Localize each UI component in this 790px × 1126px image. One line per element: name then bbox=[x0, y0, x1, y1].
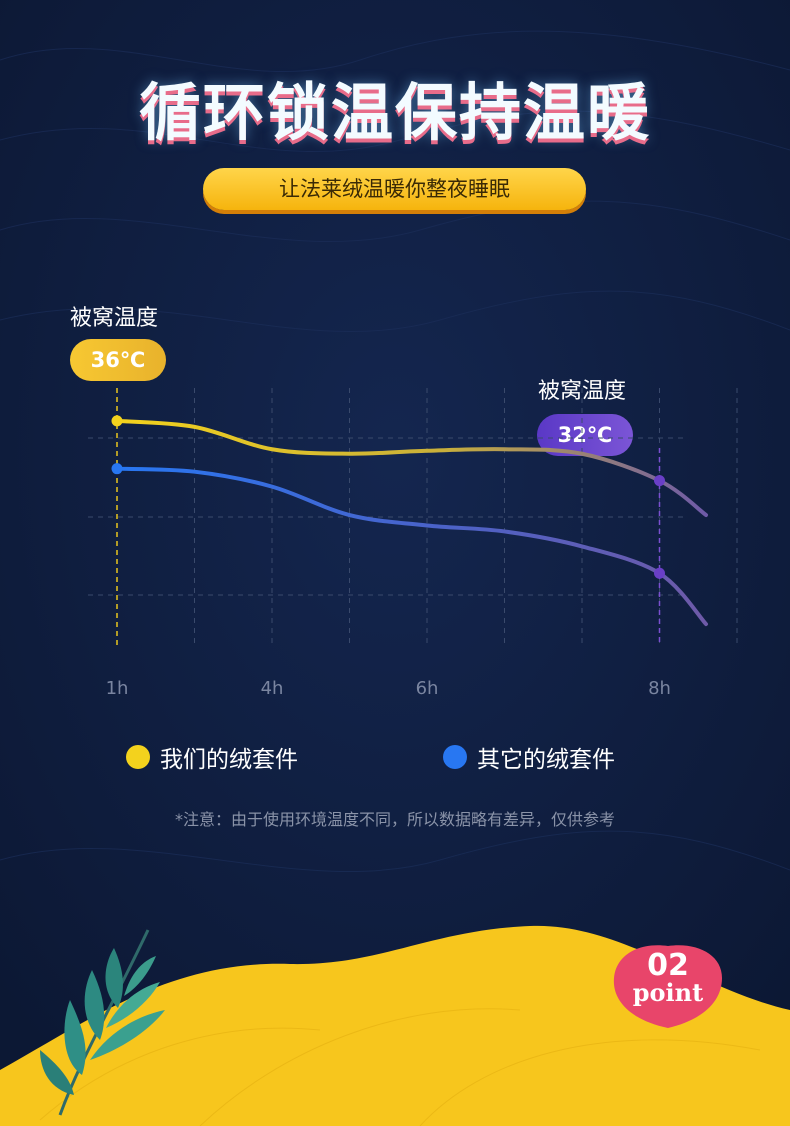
point-number: 02 bbox=[647, 948, 689, 983]
left-temp-label: 被窝温度 bbox=[70, 306, 159, 331]
temperature-chart: 1h 4h 6h 8h bbox=[88, 388, 738, 699]
data-point bbox=[111, 463, 123, 475]
point-badge: 02 point bbox=[610, 940, 726, 1030]
legend-ours-label: 我们的绒套件 bbox=[160, 747, 298, 773]
series-others-line bbox=[115, 466, 708, 627]
data-point bbox=[654, 475, 665, 487]
legend-ours-dot bbox=[126, 745, 150, 769]
legend-ours: 我们的绒套件 bbox=[126, 740, 298, 774]
leaf-icon bbox=[40, 929, 165, 1116]
x-tick-label: 4h bbox=[261, 678, 284, 699]
bottom-wave-art bbox=[0, 925, 790, 1126]
legend-others: 其它的绒套件 bbox=[443, 740, 615, 774]
headline-title: 循环锁温保持温暖 bbox=[138, 76, 651, 149]
left-temp-badge: 36℃ bbox=[70, 339, 166, 381]
point-badge-shape bbox=[613, 945, 722, 1028]
disclaimer-note: *注意：由于使用环境温度不同，所以数据略有差异，仅供参考 bbox=[174, 810, 615, 829]
x-tick-label: 8h bbox=[648, 678, 671, 699]
point-word: point bbox=[632, 978, 704, 1007]
legend-others-dot bbox=[443, 745, 467, 769]
data-point bbox=[111, 415, 123, 427]
subtitle-pill: 让法莱绒温暖你整夜睡眠 bbox=[203, 168, 586, 210]
x-tick-label: 6h bbox=[416, 678, 439, 699]
data-point bbox=[654, 567, 665, 579]
x-tick-label: 1h bbox=[106, 678, 129, 699]
series-ours-line bbox=[115, 418, 708, 518]
legend-others-label: 其它的绒套件 bbox=[477, 747, 615, 773]
